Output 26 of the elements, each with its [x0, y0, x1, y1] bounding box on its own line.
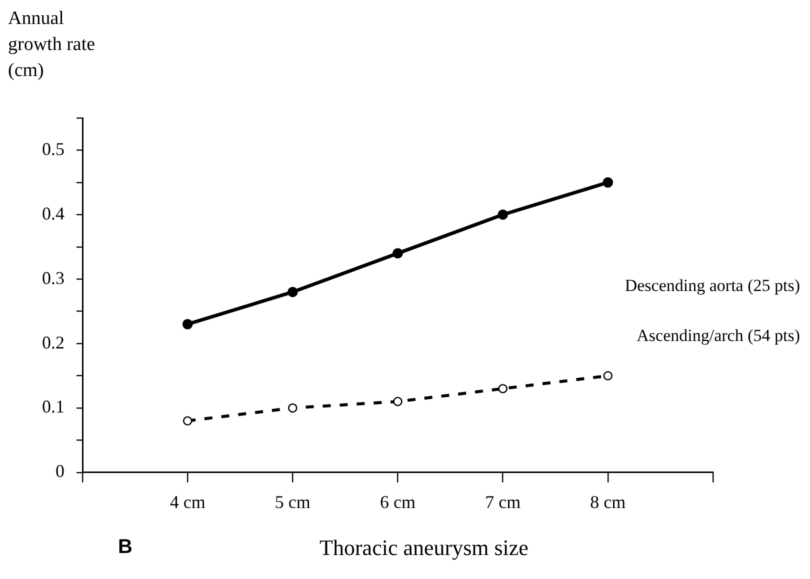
- point: [182, 416, 192, 426]
- text: Ascending/arch (54 pts): [636, 326, 800, 346]
- point: [392, 248, 403, 258]
- text: B: [118, 536, 132, 559]
- point: [603, 371, 613, 380]
- point: [182, 319, 193, 330]
- point: [602, 177, 614, 188]
- y-axis-title: Annual growth rate (cm): [8, 7, 96, 83]
- point: [393, 396, 402, 406]
- x-tick-label: 6 cm: [380, 492, 416, 512]
- point: [288, 403, 298, 413]
- y-tick-label: 0.1: [42, 396, 64, 417]
- y-tick-label: 0.5: [42, 138, 64, 159]
- point: [288, 286, 298, 298]
- x-axis-title: Thoracic aneurysm size: [318, 535, 530, 561]
- point: [498, 384, 508, 394]
- x-tick-label: 7 cm: [485, 492, 521, 512]
- point: [498, 210, 508, 220]
- text: Descending aorta (25 pts): [624, 276, 800, 295]
- y-tick-label: 0.3: [42, 268, 64, 288]
- y-tick-label: 0: [56, 461, 64, 482]
- y-tick-label: 0.4: [42, 203, 64, 224]
- y-tick-label: 0.2: [42, 332, 64, 352]
- x-tick-label: 8 cm: [590, 492, 626, 512]
- x-tick-label: 4 cm: [170, 492, 206, 512]
- x-tick-label: 5 cm: [274, 492, 310, 512]
